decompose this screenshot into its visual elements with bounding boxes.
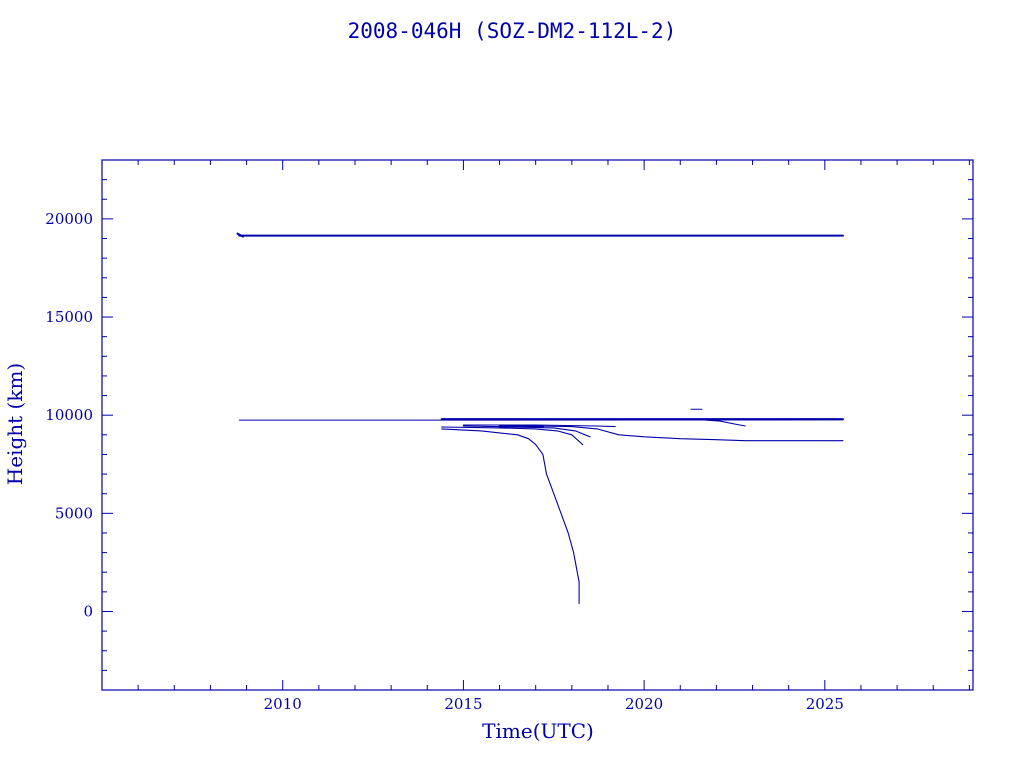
y-tick-label: 10000 <box>45 406 93 424</box>
series-group <box>236 232 844 605</box>
plot-frame <box>101 159 974 691</box>
series-line-9 <box>462 424 616 428</box>
y-tick-label: 15000 <box>45 308 93 326</box>
series-line-8 <box>499 425 844 442</box>
x-tick-label: 2010 <box>264 695 302 713</box>
x-tick-label: 2015 <box>444 695 482 713</box>
x-tick-label: 2020 <box>625 695 663 713</box>
series-line-6 <box>441 426 584 446</box>
y-axis-label: Height (km) <box>3 363 27 485</box>
x-tick-label: 2025 <box>806 695 844 713</box>
x-axis-label: Time(UTC) <box>482 719 594 743</box>
series-line-2 <box>236 232 244 238</box>
axis-ticks: 2010 2015 2020 2025 0 5000 10000 15000 20000 <box>45 159 973 713</box>
series-line-5 <box>441 428 580 605</box>
y-tick-label: 0 <box>83 602 93 620</box>
chart-title: 2008-046H (SOZ-DM2-112L-2) <box>348 19 677 43</box>
series-line-12 <box>705 419 746 427</box>
y-tick-label: 20000 <box>45 210 93 228</box>
y-tick-label: 5000 <box>55 504 93 522</box>
